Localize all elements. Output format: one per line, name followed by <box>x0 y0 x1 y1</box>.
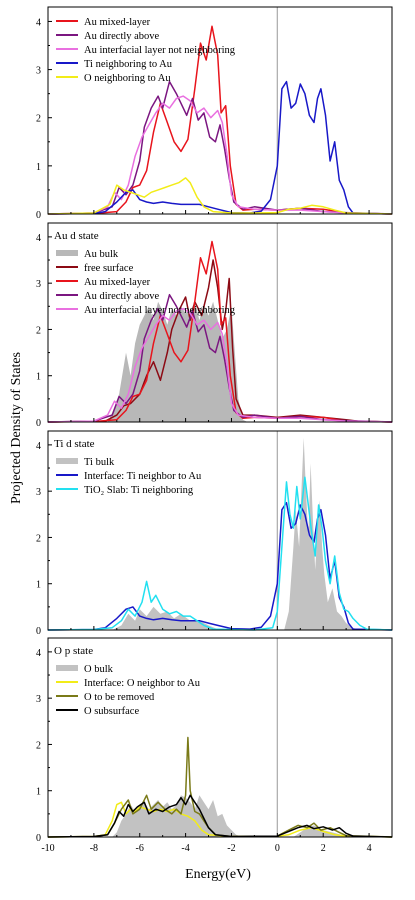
legend-swatch <box>56 458 78 464</box>
y-tick-label: 2 <box>36 114 41 125</box>
x-tick-label: -4 <box>181 843 189 854</box>
legend-entry: Interface: O neighbor to Au <box>84 678 201 689</box>
series-5-line <box>47 177 393 215</box>
y-tick-label: 4 <box>36 233 41 244</box>
series-2-line <box>47 801 393 838</box>
y-tick-label: 4 <box>36 17 41 28</box>
legend-entry: Ti neighboring to Au <box>84 59 173 70</box>
series-5-line <box>47 307 393 423</box>
y-tick-label: 2 <box>36 325 41 336</box>
y-tick-label: 0 <box>36 833 41 844</box>
x-tick-label: -10 <box>41 843 54 854</box>
panel-frame <box>47 222 393 423</box>
y-tick-label: 1 <box>36 580 41 591</box>
legend-swatch <box>56 665 78 671</box>
panel-frame <box>47 637 393 838</box>
y-tick-label: 2 <box>36 533 41 544</box>
y-tick-label: 2 <box>36 740 41 751</box>
legend-entry: Ti bulk <box>84 457 115 468</box>
legend-entry: Au interfacial layer not neighboring <box>84 45 236 56</box>
y-tick-label: 4 <box>36 441 41 452</box>
x-tick-label: 4 <box>367 843 372 854</box>
panel-frame <box>47 6 393 215</box>
series-2-line <box>47 501 393 631</box>
y-tick-label: 1 <box>36 162 41 173</box>
panel-3: 0 1 2 3 4 Ti d state Ti bulk Interface: Ti neig… <box>36 430 393 637</box>
x-tick-label: 0 <box>275 843 280 854</box>
legend-entry: TiO₂ Slab: Ti neighboring <box>84 485 194 496</box>
y-tick-label: 0 <box>36 418 41 429</box>
legend-entry: Au interfacial layer not neighboring <box>84 305 236 316</box>
panels-group: 0 1 2 3 4 Au mixed-layer Au directly above Au i… <box>36 6 393 854</box>
legend-entry: Au bulk <box>84 249 119 260</box>
series-1-area <box>48 437 392 630</box>
y-axis-label: Projected Density of States <box>9 352 24 504</box>
panel-2: 0 1 2 3 4 Au d state Au bulk free surface Au mix… <box>36 222 393 429</box>
series-3-line <box>47 95 393 215</box>
y-tick-label: 1 <box>36 372 41 383</box>
x-tick-label: -6 <box>136 843 144 854</box>
y-tick-label: 3 <box>36 66 41 77</box>
panel-label: Ti d state <box>54 438 95 450</box>
y-tick-label: 0 <box>36 626 41 637</box>
legend-entry: Au mixed-layer <box>84 17 151 28</box>
y-tick-label: 3 <box>36 279 41 290</box>
panel-frame <box>47 430 393 631</box>
legend-entry: Au directly above <box>84 31 160 42</box>
panel-label: Au d state <box>54 230 99 242</box>
series-3-line <box>47 476 393 631</box>
y-tick-label: 0 <box>36 210 41 221</box>
series-4-line <box>47 293 393 423</box>
legend-entry: O to be removed <box>84 692 155 703</box>
y-tick-label: 3 <box>36 487 41 498</box>
y-tick-label: 3 <box>36 694 41 705</box>
series-1-area <box>48 795 392 837</box>
x-tick-label: -8 <box>90 843 98 854</box>
y-tick-label: 1 <box>36 787 41 798</box>
series-1-area <box>48 301 392 422</box>
series-4-line <box>47 794 393 838</box>
legend-entry: free surface <box>84 263 134 274</box>
series-4-line <box>47 80 393 215</box>
x-axis-label: Energy(eV) <box>185 867 251 882</box>
legend-swatch <box>56 250 78 256</box>
legend-entry: Interface: Ti neighbor to Au <box>84 471 202 482</box>
legend-entry: O neighboring to Au <box>84 73 171 84</box>
y-tick-label: 4 <box>36 648 41 659</box>
legend-entry: Au mixed-layer <box>84 277 151 288</box>
panel-label: O p state <box>54 645 93 657</box>
legend-entry: Au directly above <box>84 291 160 302</box>
legend-entry: O subsurface <box>84 706 139 717</box>
panel-4: 0 1 2 3 4 -10 -8 -6 -4 -2 0 2 4 O p state O bulk Interf… <box>36 637 393 854</box>
series-2-line <box>47 80 393 215</box>
x-tick-label: 2 <box>321 843 326 854</box>
legend-entry: O bulk <box>84 664 114 675</box>
x-tick-label: -2 <box>227 843 235 854</box>
panel-1: 0 1 2 3 4 Au mixed-layer Au directly above Au i… <box>36 6 393 221</box>
